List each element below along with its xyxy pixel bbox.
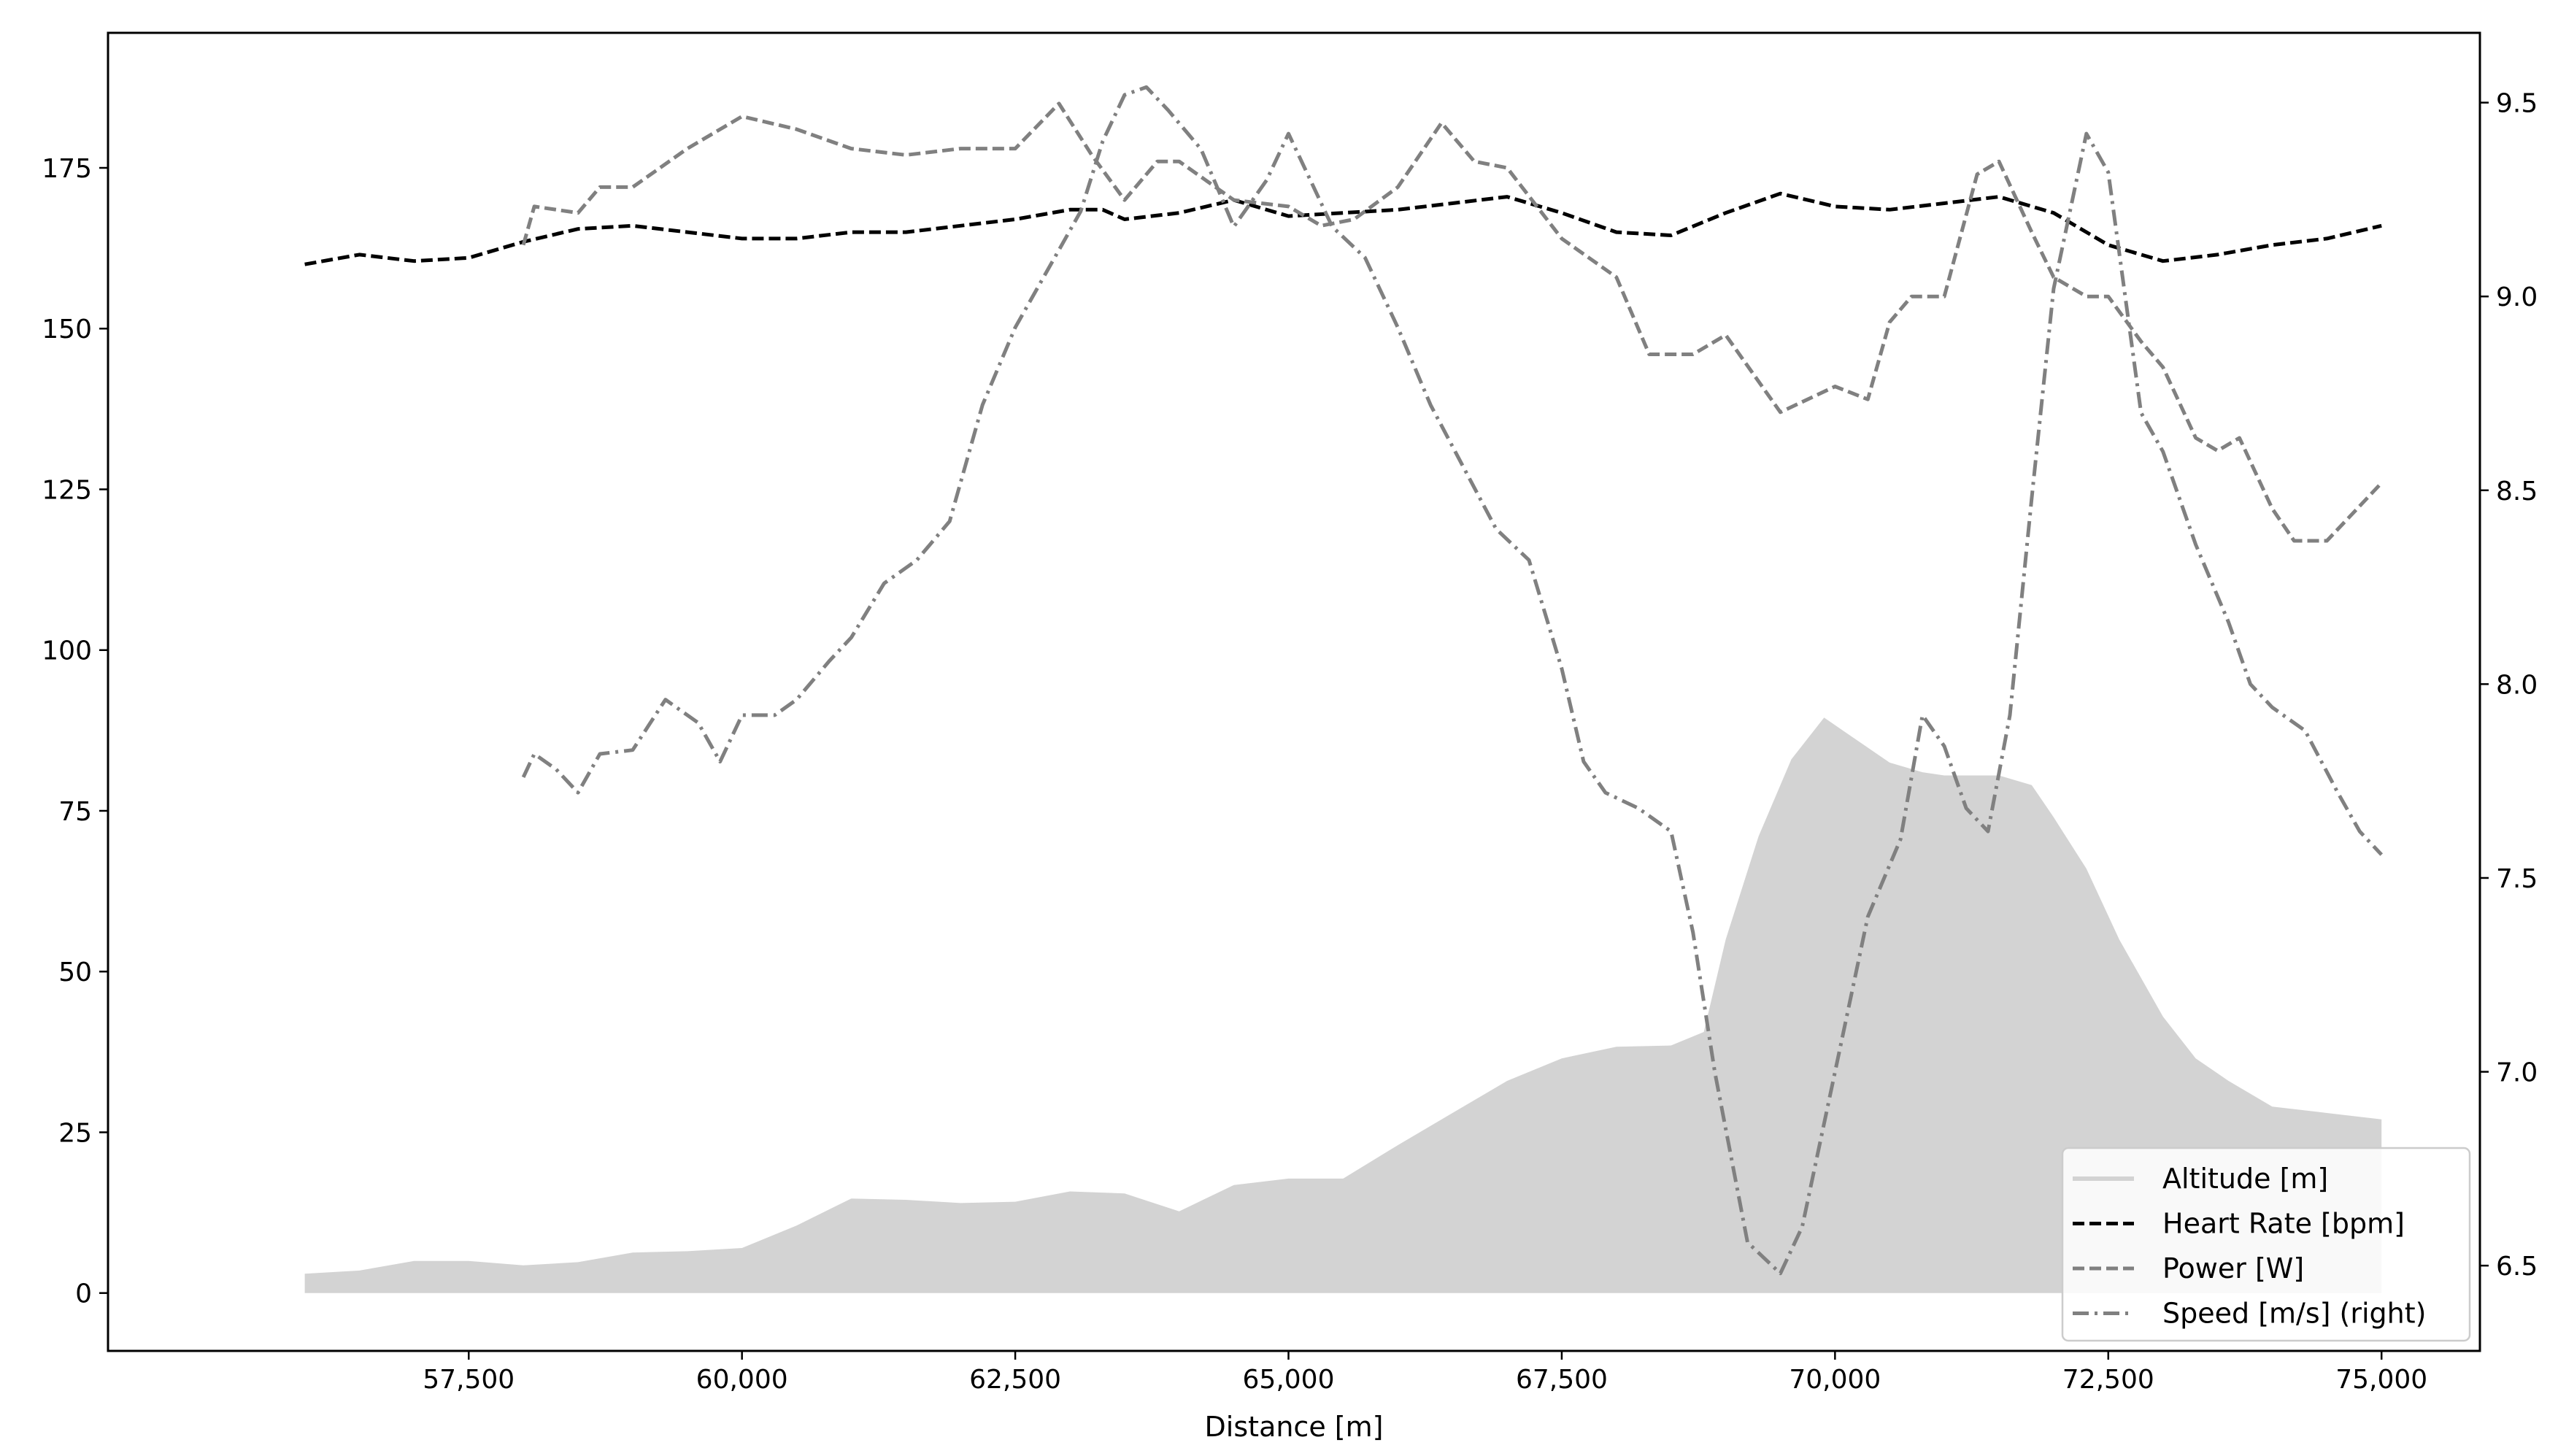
axes: 57,500 60,000 62,500 65,000 67,500 70,000 72,5…: [42, 89, 2538, 1395]
x-tick-label: 72,500: [2062, 1365, 2154, 1395]
plot-area: [304, 85, 2384, 1293]
y-right-tick-label: 7.5: [2496, 864, 2538, 894]
x-tick-label: 75,000: [2335, 1365, 2427, 1395]
x-axis-title: Distance [m]: [1205, 1411, 1384, 1443]
legend-box: [2061, 1147, 2471, 1342]
x-tick-label: 70,000: [1789, 1365, 1881, 1395]
y-right-tick-label: 8.5: [2496, 477, 2538, 506]
y-right-tick-label: 9.0: [2496, 282, 2538, 312]
y-tick-label: 50: [58, 958, 92, 987]
x-tick-label: 57,500: [423, 1365, 515, 1395]
x-tick-label: 60,000: [696, 1365, 788, 1395]
y-tick-label: 125: [42, 475, 92, 505]
series-altitude-m-area: [304, 717, 2382, 1293]
x-tick-label: 67,500: [1516, 1365, 1608, 1395]
legend-label: Power [W]: [2162, 1252, 2304, 1284]
y-right-tick-label: 8.0: [2496, 670, 2538, 700]
y-right-tick-label: 7.0: [2496, 1058, 2538, 1088]
y-tick-label: 0: [75, 1279, 92, 1309]
legend: Altitude [m] Heart Rate [bpm] Power [W] Spe…: [2061, 1147, 2471, 1342]
series-power-w-line: [521, 101, 2384, 543]
legend-label: Heart Rate [bpm]: [2162, 1208, 2405, 1240]
y-tick-label: 75: [58, 797, 92, 827]
y-tick-label: 25: [58, 1118, 92, 1148]
y-tick-label: 100: [42, 636, 92, 666]
plot-frame: [107, 31, 2481, 1352]
x-tick-label: 65,000: [1243, 1365, 1335, 1395]
y-right-tick-label: 9.5: [2496, 89, 2538, 119]
series-speed-m-s-right-line: [521, 85, 2384, 1276]
legend-label: Altitude [m]: [2162, 1163, 2328, 1195]
y-right-tick-label: 6.5: [2496, 1252, 2538, 1282]
y-tick-label: 150: [42, 315, 92, 344]
series-heart-rate-bpm-line: [304, 191, 2382, 266]
y-tick-label: 175: [42, 154, 92, 184]
legend-label: Speed [m/s] (right): [2162, 1298, 2426, 1330]
x-tick-label: 62,500: [969, 1365, 1061, 1395]
